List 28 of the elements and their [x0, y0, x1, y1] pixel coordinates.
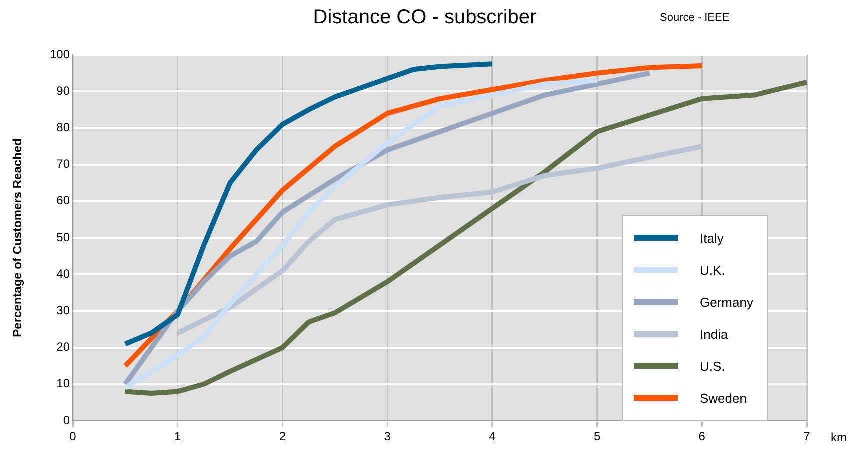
y-axis-title: Percentage of Customers Reached — [10, 138, 24, 338]
legend-label: India — [700, 326, 728, 342]
y-tick-label: 90 — [56, 84, 70, 98]
legend-label: Germany — [700, 294, 754, 310]
y-tick-label: 20 — [56, 340, 70, 354]
x-tick-label: 3 — [384, 430, 392, 444]
y-tick-label: 10 — [56, 376, 70, 391]
x-tick-label: 4 — [489, 430, 496, 444]
x-tick-label: 5 — [594, 430, 601, 444]
x-tick-label: 7 — [804, 430, 811, 444]
source-note: Source - IEEE — [660, 12, 730, 24]
y-tick-label: 40 — [56, 266, 70, 281]
y-tick-label: 30 — [56, 304, 70, 318]
y-tick-label: 50 — [56, 230, 70, 244]
y-tick-label: 60 — [56, 194, 70, 208]
x-tick-label: 6 — [698, 430, 706, 444]
y-tick-label: 70 — [56, 157, 70, 172]
x-tick-label: 1 — [174, 430, 182, 444]
legend-label: U.K. — [700, 262, 726, 278]
legend-label: U.S. — [700, 358, 726, 374]
y-tick-label: 100 — [50, 47, 70, 62]
x-axis-title: km — [831, 430, 847, 444]
legend-label: Sweden — [700, 390, 747, 406]
y-tick-label: 80 — [56, 120, 70, 135]
x-tick-label: 2 — [279, 430, 286, 444]
chart-title: Distance CO - subscriber — [313, 6, 538, 29]
legend-label: Italy — [700, 230, 724, 246]
y-tick-label: 0 — [63, 413, 70, 428]
